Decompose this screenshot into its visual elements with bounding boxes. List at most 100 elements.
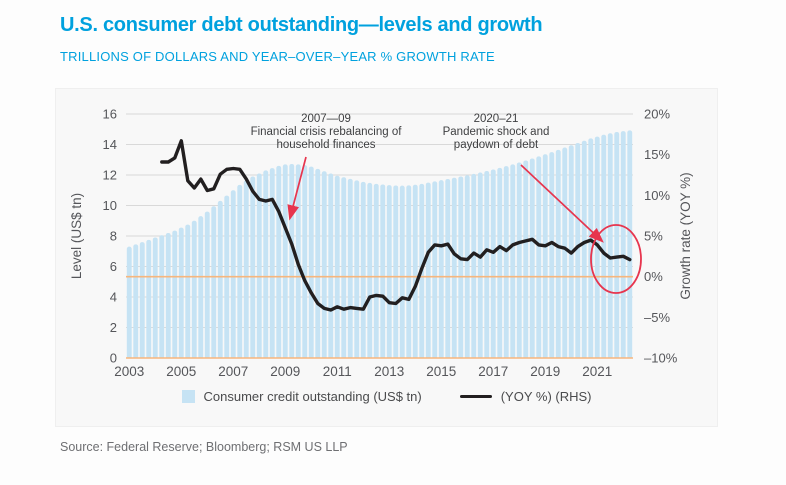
svg-text:0%: 0% bbox=[644, 269, 663, 284]
bar bbox=[198, 216, 204, 358]
bar bbox=[490, 169, 496, 358]
svg-text:20%: 20% bbox=[644, 107, 670, 122]
bar bbox=[393, 185, 399, 358]
bar bbox=[256, 173, 262, 358]
left-axis-ticks: 0 2 4 6 8 10 12 14 16 bbox=[103, 107, 117, 366]
bar bbox=[399, 185, 405, 358]
svg-text:2017: 2017 bbox=[478, 364, 508, 379]
bar bbox=[139, 242, 145, 358]
right-axis-ticks: 20% 15% 10% 5% 0% –5% –10% bbox=[644, 107, 678, 366]
bar bbox=[126, 246, 132, 358]
bar bbox=[477, 172, 483, 358]
bar bbox=[542, 154, 548, 358]
bar bbox=[243, 180, 249, 358]
svg-text:2009: 2009 bbox=[270, 364, 300, 379]
bar bbox=[380, 184, 386, 358]
bar bbox=[367, 182, 373, 358]
svg-text:2020–21: 2020–21 bbox=[474, 113, 519, 125]
svg-text:household finances: household finances bbox=[276, 139, 375, 151]
bar bbox=[152, 237, 158, 358]
source-note: Source: Federal Reserve; Bloomberg; RSM … bbox=[60, 440, 348, 454]
chart-subtitle: TRILLIONS OF DOLLARS AND YEAR–OVER–YEAR … bbox=[60, 49, 495, 64]
bar bbox=[555, 149, 561, 358]
bar bbox=[302, 165, 308, 358]
bar bbox=[289, 164, 295, 358]
legend-item-line: (YOY %) (RHS) bbox=[459, 389, 591, 404]
bar bbox=[581, 140, 587, 358]
svg-text:10: 10 bbox=[103, 198, 117, 213]
svg-text:2013: 2013 bbox=[374, 364, 404, 379]
bar bbox=[178, 227, 184, 358]
bar bbox=[315, 168, 321, 358]
bar bbox=[263, 170, 269, 358]
svg-text:2007: 2007 bbox=[218, 364, 248, 379]
bar bbox=[471, 173, 477, 358]
svg-text:2019: 2019 bbox=[530, 364, 560, 379]
bar bbox=[484, 171, 490, 358]
bar bbox=[217, 200, 223, 358]
bar bbox=[516, 162, 522, 358]
bar bbox=[510, 164, 516, 358]
svg-text:15%: 15% bbox=[644, 147, 670, 162]
bar bbox=[191, 220, 197, 358]
svg-text:2: 2 bbox=[110, 320, 117, 335]
bar bbox=[354, 180, 360, 358]
x-axis-ticks: 2003 2005 2007 2009 2011 2013 2015 2017 2019 2021 bbox=[114, 364, 612, 379]
bar-swatch-icon bbox=[181, 390, 195, 403]
bar bbox=[562, 147, 568, 358]
bar bbox=[412, 184, 418, 358]
bar bbox=[627, 130, 633, 358]
chart-card: 0 2 4 6 8 10 12 14 16 20% 15% 10% 5% 0% –5% –10% 2003 200… bbox=[55, 88, 718, 427]
bar bbox=[614, 131, 620, 358]
bar bbox=[406, 185, 412, 358]
bar bbox=[133, 244, 139, 358]
svg-text:–5%: –5% bbox=[644, 310, 670, 325]
bar bbox=[549, 152, 555, 358]
bar bbox=[523, 160, 529, 358]
bar bbox=[432, 181, 438, 358]
bar bbox=[282, 164, 288, 358]
svg-text:Financial crisis rebalancing o: Financial crisis rebalancing of bbox=[251, 126, 403, 138]
crisis-arrow bbox=[287, 156, 307, 221]
bar bbox=[536, 156, 542, 358]
svg-text:14: 14 bbox=[103, 137, 117, 152]
bar bbox=[204, 211, 210, 358]
bar bbox=[237, 184, 243, 358]
bar bbox=[373, 183, 379, 358]
bar bbox=[601, 134, 607, 358]
line-swatch-icon bbox=[459, 394, 492, 399]
chart-legend: Consumer credit outstanding (US$ tn) (YOY… bbox=[56, 389, 717, 404]
bar bbox=[185, 224, 191, 358]
gridlines bbox=[126, 113, 633, 328]
bar bbox=[334, 175, 340, 358]
bar bbox=[165, 232, 171, 358]
legend-item-bars: Consumer credit outstanding (US$ tn) bbox=[181, 389, 422, 404]
right-axis-title: Growth rate (YOY %) bbox=[678, 172, 693, 299]
bar bbox=[224, 195, 230, 358]
bar bbox=[458, 176, 464, 358]
bar bbox=[159, 235, 165, 358]
bar bbox=[386, 185, 392, 358]
bar bbox=[321, 171, 327, 358]
chart-title: U.S. consumer debt outstanding—levels an… bbox=[60, 14, 543, 36]
bar bbox=[230, 190, 236, 358]
left-axis-title: Level (US$ tn) bbox=[69, 193, 84, 279]
pandemic-arrow bbox=[520, 164, 604, 243]
svg-text:10%: 10% bbox=[644, 188, 670, 203]
svg-text:6: 6 bbox=[110, 259, 117, 274]
bar bbox=[529, 158, 535, 358]
bar bbox=[464, 175, 470, 358]
bar bbox=[269, 168, 275, 358]
svg-text:2015: 2015 bbox=[426, 364, 456, 379]
svg-text:12: 12 bbox=[103, 168, 117, 183]
svg-text:2021: 2021 bbox=[582, 364, 612, 379]
bar bbox=[620, 131, 626, 358]
bar bbox=[360, 181, 366, 358]
bar bbox=[497, 167, 503, 358]
svg-text:0: 0 bbox=[110, 351, 117, 366]
bar bbox=[425, 182, 431, 358]
